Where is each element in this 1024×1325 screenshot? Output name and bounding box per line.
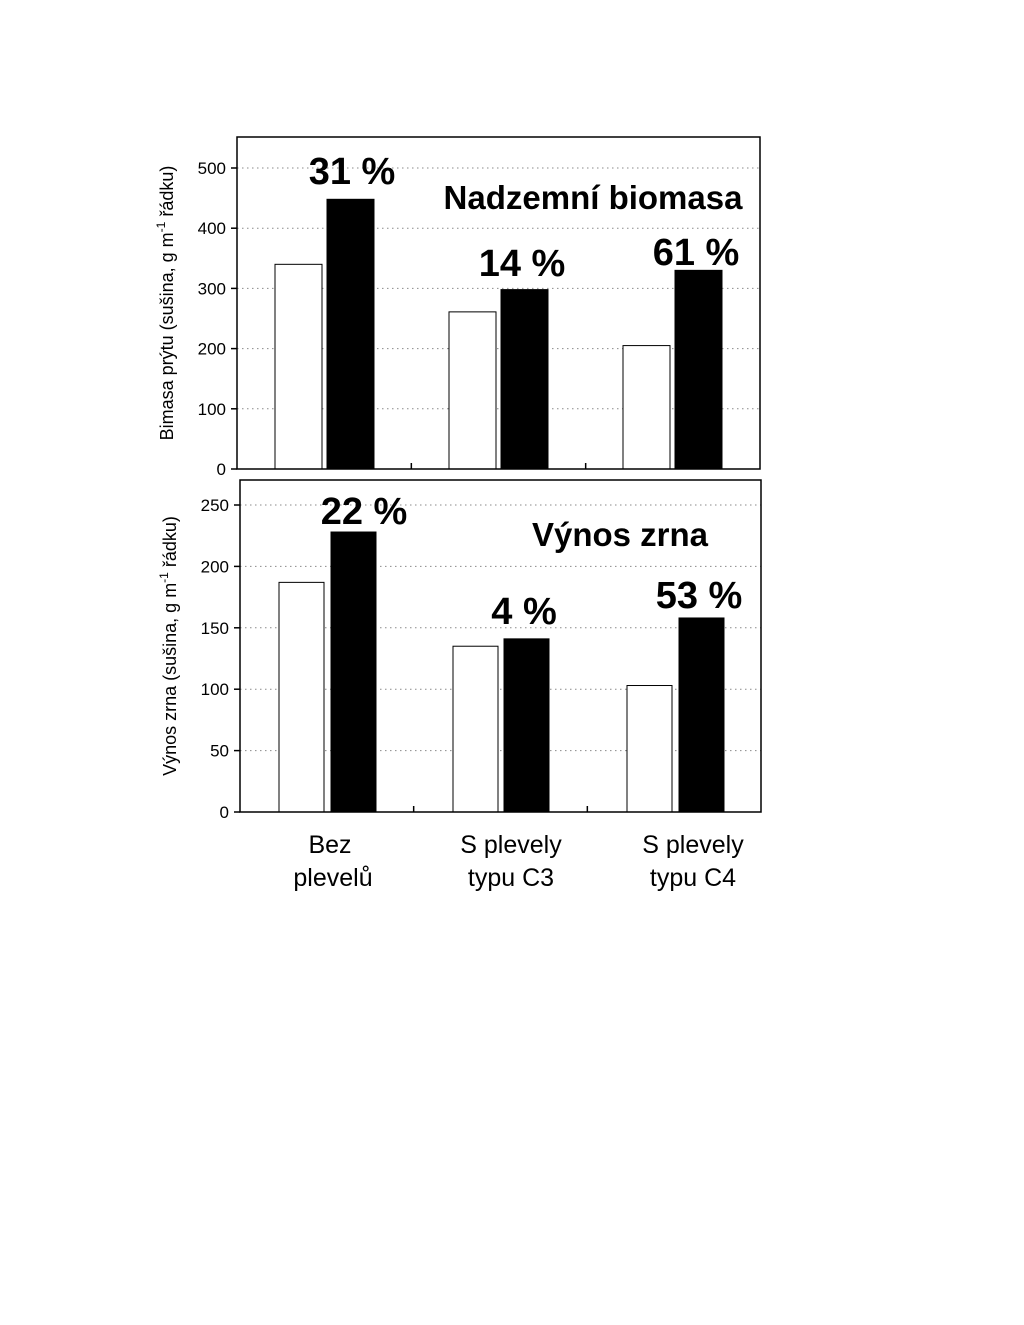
grain-yield-y-tick-label: 0 (220, 803, 229, 822)
biomass-y-tick-label: 400 (198, 219, 226, 238)
biomass-bar-filled-1 (326, 198, 375, 470)
category-label-1-line1: Bez (308, 831, 351, 859)
biomass-bar-open-3 (622, 345, 671, 470)
grain-yield-bar-filled-3 (678, 617, 725, 813)
grain-yield-bar-open-2 (452, 645, 499, 813)
category-label-1-line2: plevelů (293, 864, 372, 892)
grain-yield-y-tick-label: 250 (201, 496, 229, 515)
grain-yield-plot-frame (239, 479, 762, 813)
grain-yield-y-tick-label: 50 (210, 742, 229, 761)
category-label-2-line1: S plevely (460, 831, 562, 859)
grain-yield-panel-title: Výnos zrna (532, 516, 709, 553)
category-labels: Bez plevelů S plevely typu C3 S plevely … (293, 831, 744, 892)
biomass-percent-label-3: 61 % (653, 232, 740, 274)
biomass-bar-filled-2 (500, 289, 549, 470)
grain-yield-bar-filled-2 (503, 638, 550, 813)
grain-yield-percent-label-3: 53 % (656, 575, 743, 617)
biomass-y-tick-label: 100 (198, 400, 226, 419)
grain-yield-percent-label-2: 4 % (491, 591, 556, 633)
grain-yield-percent-label-1: 22 % (321, 491, 408, 533)
grain-yield-bar-open-3 (626, 685, 673, 813)
category-label-3-line1: S plevely (642, 831, 744, 859)
biomass-y-tick-label: 500 (198, 159, 226, 178)
biomass-percent-label-1: 31 % (309, 151, 396, 193)
grain-yield-bar-filled-1 (330, 531, 377, 813)
grain-yield-panel: 0 50 100 150 200 250 Výnos zrna (sušina, g m-… (157, 479, 762, 822)
biomass-plot-frame (236, 136, 761, 470)
biomass-y-tick-label: 300 (198, 279, 226, 298)
grain-yield-y-axis-label: Výnos zrna (sušina, g m-1 řádku) (157, 516, 180, 776)
category-label-2-line2: typu C3 (468, 864, 554, 892)
biomass-y-tick-label: 200 (198, 340, 226, 359)
biomass-percent-label-2: 14 % (479, 243, 566, 285)
biomass-y-axis-label: Bimasa prýtu (sušina, g m-1 řádku) (154, 166, 177, 441)
biomass-bar-filled-3 (674, 269, 723, 470)
biomass-bar-open-1 (274, 263, 323, 470)
grain-yield-y-tick-label: 200 (201, 557, 229, 576)
biomass-bar-open-2 (448, 311, 497, 470)
grain-yield-y-tick-label: 150 (201, 619, 229, 638)
category-label-3-line2: typu C4 (650, 864, 736, 892)
biomass-y-tick-label: 0 (217, 460, 226, 479)
grain-yield-y-tick-label: 100 (201, 680, 229, 699)
biomass-panel-title: Nadzemní biomasa (444, 179, 744, 216)
biomass-panel: 0 100 200 300 400 500 Bimasa prýtu (sušina, g… (154, 136, 761, 479)
grain-yield-bar-open-1 (278, 581, 325, 813)
